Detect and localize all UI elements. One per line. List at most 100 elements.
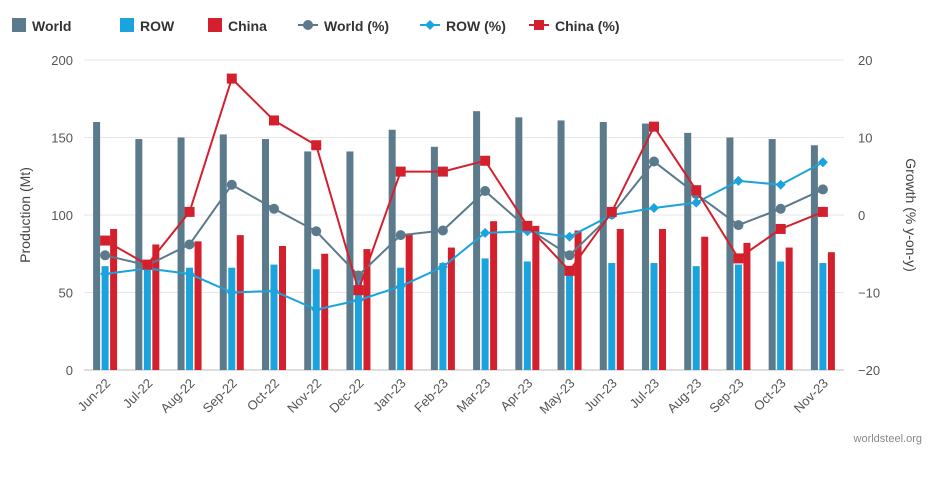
legend-item[interactable]: China: [208, 18, 267, 34]
point-world-pct[interactable]: [649, 156, 659, 167]
point-row-pct[interactable]: [395, 281, 406, 292]
bar-row[interactable]: [270, 264, 278, 370]
point-china-pct[interactable]: [395, 166, 406, 177]
bar-china[interactable]: [785, 247, 793, 370]
point-world-pct[interactable]: [564, 250, 575, 261]
bar-china[interactable]: [490, 221, 498, 370]
point-china-pct[interactable]: [142, 259, 153, 270]
bar-china[interactable]: [279, 246, 286, 370]
point-row-pct[interactable]: [775, 179, 786, 190]
bar-row[interactable]: [481, 258, 489, 370]
bar-world[interactable]: [219, 134, 227, 370]
bar-world[interactable]: [684, 132, 692, 370]
bar-row[interactable]: [777, 261, 785, 371]
point-world-pct[interactable]: [395, 230, 406, 241]
bar-row[interactable]: [819, 263, 827, 370]
bar-china[interactable]: [152, 244, 160, 370]
point-world-pct[interactable]: [311, 226, 322, 237]
bar-world[interactable]: [430, 146, 438, 370]
point-row-pct[interactable]: [226, 287, 237, 298]
point-row-pct[interactable]: [353, 295, 364, 306]
bar-world[interactable]: [93, 122, 101, 370]
bar-row[interactable]: [734, 264, 742, 370]
bar-row[interactable]: [439, 263, 447, 370]
point-china-pct[interactable]: [269, 115, 279, 126]
bar-china[interactable]: [363, 249, 371, 370]
legend-item[interactable]: ROW (%): [420, 18, 506, 34]
bar-world[interactable]: [304, 151, 312, 370]
point-china-pct[interactable]: [606, 206, 617, 217]
bar-china[interactable]: [616, 228, 624, 370]
point-row-pct[interactable]: [691, 197, 702, 208]
point-row-pct[interactable]: [311, 304, 322, 315]
bar-china[interactable]: [447, 247, 455, 370]
bar-world[interactable]: [135, 139, 143, 370]
bar-world[interactable]: [810, 145, 818, 370]
bar-china[interactable]: [574, 230, 582, 371]
point-china-pct[interactable]: [691, 185, 702, 196]
bar-row[interactable]: [523, 261, 531, 371]
bar-row[interactable]: [354, 273, 362, 370]
bar-row[interactable]: [397, 267, 405, 370]
point-china-pct[interactable]: [184, 206, 195, 217]
bar-row[interactable]: [692, 266, 700, 370]
bar-china[interactable]: [194, 241, 202, 370]
bar-row[interactable]: [228, 267, 236, 370]
point-row-pct[interactable]: [480, 227, 491, 238]
bar-row[interactable]: [650, 263, 658, 370]
point-world-pct[interactable]: [733, 220, 744, 231]
bar-china[interactable]: [405, 233, 413, 370]
bar-row[interactable]: [608, 263, 616, 370]
legend-item[interactable]: China (%): [529, 18, 620, 34]
bar-china[interactable]: [532, 225, 540, 370]
point-china-pct[interactable]: [311, 140, 322, 151]
point-china-pct[interactable]: [522, 220, 533, 231]
bar-china[interactable]: [236, 235, 244, 370]
point-china-pct[interactable]: [226, 73, 237, 84]
point-row-pct[interactable]: [269, 285, 279, 296]
point-world-pct[interactable]: [437, 225, 448, 236]
point-world-pct[interactable]: [269, 203, 279, 214]
point-world-pct[interactable]: [480, 185, 491, 196]
point-china-pct[interactable]: [733, 253, 744, 264]
bar-china[interactable]: [110, 228, 118, 370]
bar-row[interactable]: [186, 267, 194, 370]
bar-row[interactable]: [143, 264, 151, 370]
bar-world[interactable]: [726, 137, 734, 371]
bar-china[interactable]: [659, 228, 666, 370]
legend-item[interactable]: World (%): [298, 18, 389, 34]
bar-china[interactable]: [701, 236, 709, 370]
bar-world[interactable]: [557, 120, 565, 370]
bar-row[interactable]: [566, 266, 574, 370]
point-china-pct[interactable]: [817, 206, 828, 217]
bar-row[interactable]: [101, 266, 109, 370]
point-china-pct[interactable]: [353, 285, 364, 296]
bar-china[interactable]: [743, 242, 751, 370]
point-china-pct[interactable]: [480, 155, 491, 166]
point-row-pct[interactable]: [564, 231, 575, 242]
bar-world[interactable]: [768, 139, 776, 370]
point-row-pct[interactable]: [733, 175, 744, 186]
point-world-pct[interactable]: [100, 250, 111, 261]
legend[interactable]: World ROW China World (%) ROW (%) China (%): [12, 18, 620, 34]
point-china-pct[interactable]: [100, 235, 111, 246]
point-world-pct[interactable]: [817, 184, 828, 195]
point-china-pct[interactable]: [775, 223, 786, 234]
legend-item[interactable]: World: [12, 18, 71, 34]
bar-world[interactable]: [599, 122, 607, 370]
bar-row[interactable]: [312, 269, 320, 370]
point-row-pct[interactable]: [184, 268, 195, 279]
point-row-pct[interactable]: [817, 157, 828, 168]
bar-world[interactable]: [262, 139, 269, 370]
point-world-pct[interactable]: [775, 203, 786, 214]
bar-world[interactable]: [388, 129, 396, 370]
point-china-pct[interactable]: [649, 121, 659, 132]
point-row-pct[interactable]: [100, 268, 111, 279]
bar-world[interactable]: [177, 137, 185, 371]
bar-china[interactable]: [321, 253, 329, 370]
credit-text[interactable]: worldsteel.org: [853, 433, 922, 445]
bar-world[interactable]: [515, 117, 523, 370]
bar-world[interactable]: [642, 123, 649, 370]
point-china-pct[interactable]: [437, 166, 448, 177]
point-row-pct[interactable]: [437, 261, 448, 272]
